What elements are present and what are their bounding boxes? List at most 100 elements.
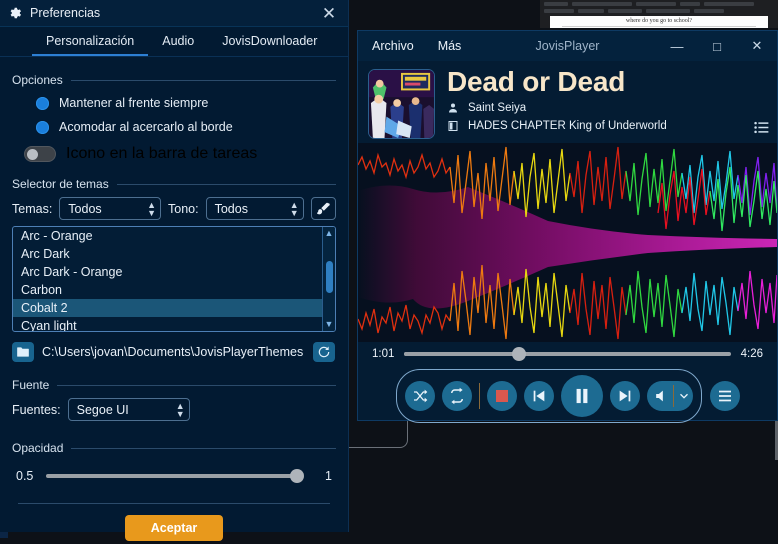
accept-button[interactable]: Aceptar bbox=[124, 515, 224, 541]
preferences-titlebar[interactable]: Preferencias ✕ bbox=[0, 0, 348, 27]
player-titlebar[interactable]: Archivo Más JovisPlayer — □ ✕ bbox=[358, 31, 777, 61]
radio-icon[interactable] bbox=[36, 120, 49, 134]
theme-listbox[interactable]: Arc - Orange Arc Dark Arc Dark - Orange … bbox=[12, 226, 336, 332]
scroll-up-icon[interactable]: ▲ bbox=[324, 228, 334, 238]
theme-filter-row: Temas: Todos ▲ ▼ Tono: Todos ▲ ▼ bbox=[10, 195, 338, 226]
stop-icon bbox=[495, 390, 508, 402]
minimize-icon[interactable]: — bbox=[670, 38, 684, 54]
track-text: Dead or Dead Saint Seiya HADES CHAPTER K… bbox=[447, 66, 767, 139]
menu-mas[interactable]: Más bbox=[437, 39, 462, 53]
seek-thumb[interactable] bbox=[512, 347, 527, 361]
playback-controls[interactable] bbox=[358, 362, 777, 423]
album-name: HADES CHAPTER King of Underworld bbox=[468, 120, 667, 132]
chevron-down-icon[interactable] bbox=[677, 389, 691, 403]
close-icon[interactable]: ✕ bbox=[751, 38, 763, 53]
brush-button[interactable] bbox=[310, 197, 336, 220]
option-keep-on-top[interactable]: Mantener al frente siempre bbox=[10, 91, 338, 115]
option-taskbar-icon-label: Icono en la barra de tareas bbox=[66, 145, 258, 162]
close-icon[interactable]: ✕ bbox=[321, 3, 337, 23]
shuffle-button[interactable] bbox=[404, 381, 435, 411]
seek-row[interactable]: 1:01 4:26 bbox=[358, 342, 777, 362]
playlist-icon bbox=[754, 121, 769, 134]
list-item[interactable]: Carbon bbox=[21, 283, 62, 297]
group-opacidad-label: Opacidad bbox=[12, 441, 64, 455]
album-art[interactable] bbox=[368, 69, 435, 139]
tab-audio[interactable]: Audio bbox=[162, 34, 195, 48]
footer-divider bbox=[18, 503, 330, 504]
maximize-icon[interactable]: □ bbox=[713, 38, 721, 54]
group-selector-de-temas: Selector de temas bbox=[12, 177, 336, 191]
group-divider bbox=[116, 183, 336, 185]
menu-button[interactable] bbox=[709, 381, 740, 411]
time-total: 4:26 bbox=[740, 348, 763, 360]
controls-pill bbox=[395, 369, 702, 423]
list-item[interactable]: Arc - Orange bbox=[21, 229, 93, 243]
preferences-title: Preferencias bbox=[30, 6, 101, 20]
hamburger-icon bbox=[718, 390, 731, 402]
tab-jovisdownloader[interactable]: JovisDownloader bbox=[222, 34, 318, 48]
group-opciones: Opciones bbox=[12, 73, 336, 87]
next-icon bbox=[619, 390, 630, 402]
list-item[interactable]: Arc Dark - Orange bbox=[21, 265, 123, 279]
player-window[interactable]: Archivo Más JovisPlayer — □ ✕ bbox=[357, 30, 778, 423]
slider-thumb[interactable] bbox=[290, 469, 304, 483]
refresh-button[interactable] bbox=[313, 342, 336, 362]
tab-personalizacion[interactable]: Personalización bbox=[32, 28, 149, 56]
list-item[interactable]: Cyan light bbox=[21, 319, 77, 332]
preferences-tabs[interactable]: Personalización Audio JovisDownloader bbox=[0, 27, 348, 57]
opacity-slider-row[interactable]: 0.5 1 bbox=[10, 459, 338, 483]
pause-button[interactable] bbox=[560, 375, 603, 417]
preferences-window[interactable]: Preferencias ✕ Personalización Audio Jov… bbox=[0, 0, 349, 541]
folder-button[interactable] bbox=[12, 342, 34, 362]
fuentes-value: Segoe UI bbox=[76, 402, 129, 417]
themes-path-row[interactable]: C:\Users\jovan\Documents\JovisPlayerThem… bbox=[10, 340, 338, 370]
tono-label: Tono: bbox=[168, 201, 199, 216]
scroll-down-icon[interactable]: ▼ bbox=[324, 319, 334, 329]
list-item[interactable]: Arc Dark bbox=[21, 247, 70, 261]
previous-icon bbox=[533, 390, 544, 402]
listbox-scrollbar[interactable]: ▲ ▼ bbox=[322, 227, 335, 331]
preferences-body: Opciones Mantener al frente siempre Acom… bbox=[0, 57, 348, 541]
toggle-switch[interactable] bbox=[24, 146, 56, 162]
browser-page-content: where do you go to school? bbox=[550, 16, 768, 28]
background-browser-window[interactable]: where do you go to school? bbox=[540, 0, 778, 28]
window-buttons[interactable]: — □ ✕ bbox=[657, 31, 777, 61]
gear-icon bbox=[10, 7, 22, 19]
seek-progress bbox=[404, 352, 516, 356]
previous-button[interactable] bbox=[523, 381, 554, 411]
chevron-updown-icon: ▲ ▼ bbox=[147, 199, 157, 218]
option-snap-to-edge[interactable]: Acomodar al acercarlo al borde bbox=[10, 115, 338, 139]
volume-icon bbox=[655, 390, 663, 402]
group-divider bbox=[71, 447, 336, 449]
browser-tabstrip bbox=[540, 0, 778, 7]
opacity-max-label: 1 bbox=[325, 469, 332, 483]
pause-icon bbox=[576, 388, 587, 404]
temas-select[interactable]: Todos ▲ ▼ bbox=[59, 197, 162, 220]
refresh-icon bbox=[318, 346, 330, 358]
seek-slider[interactable] bbox=[404, 347, 731, 361]
list-item-selected[interactable]: Cobalt 2 bbox=[13, 299, 335, 317]
tono-select[interactable]: Todos ▲ ▼ bbox=[205, 197, 304, 220]
scrollbar-thumb[interactable] bbox=[326, 261, 333, 293]
font-row: Fuentes: Segoe UI ▲ ▼ bbox=[10, 396, 338, 427]
group-temas-label: Selector de temas bbox=[12, 177, 109, 191]
opacity-slider[interactable] bbox=[46, 469, 304, 483]
album-icon bbox=[448, 121, 458, 131]
option-taskbar-icon[interactable]: Icono en la barra de tareas bbox=[10, 139, 338, 169]
fuentes-select[interactable]: Segoe UI ▲ ▼ bbox=[67, 398, 190, 421]
playlist-button[interactable] bbox=[754, 121, 769, 139]
song-title: Dead or Dead bbox=[447, 66, 626, 97]
chevron-updown-icon: ▲ ▼ bbox=[289, 199, 299, 218]
radio-icon[interactable] bbox=[36, 96, 49, 110]
volume-divider bbox=[672, 385, 674, 407]
opacity-min-label: 0.5 bbox=[16, 469, 34, 483]
menu-archivo[interactable]: Archivo bbox=[372, 39, 414, 53]
next-button[interactable] bbox=[609, 381, 640, 411]
brush-icon bbox=[317, 202, 331, 214]
volume-button[interactable] bbox=[646, 381, 693, 411]
repeat-button[interactable] bbox=[441, 381, 472, 411]
fuentes-label: Fuentes: bbox=[12, 402, 61, 417]
stop-button[interactable] bbox=[486, 381, 517, 411]
time-current: 1:01 bbox=[372, 348, 395, 360]
